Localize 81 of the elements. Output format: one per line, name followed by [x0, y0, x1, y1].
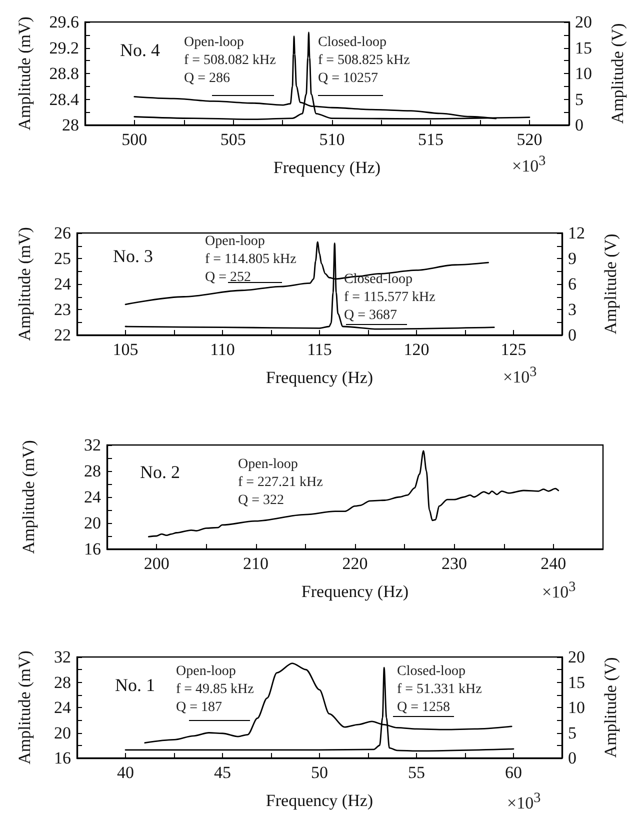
x-tick-label: 210	[243, 554, 269, 573]
text: No. 3	[113, 246, 153, 266]
text: No. 4	[120, 40, 160, 60]
x-tick-label: 220	[342, 554, 368, 573]
text: ×10$^{3}$	[507, 789, 541, 813]
x-tick-label: 60	[505, 763, 522, 782]
x-tick-label: 240	[540, 554, 566, 573]
text: ×10$^{3}$	[503, 363, 537, 387]
x-tick-label: 520	[516, 130, 542, 149]
y2-tick-label: 0	[575, 116, 584, 134]
x-tick-label: 200	[144, 554, 170, 573]
y2-tick-label: 15	[575, 38, 592, 58]
annotation: Open-loop f = 508.082 kHz Q = 286	[184, 34, 276, 88]
y2-tick-label: 6	[568, 274, 576, 294]
x-axis-title: Frequency (Hz)	[266, 791, 374, 810]
y2-tick-label: 5	[575, 90, 584, 109]
x-tick-label: 55	[408, 763, 425, 782]
y-axis-title: Amplitude (mV)	[15, 650, 34, 764]
y-axis-title: Amplitude (mV)	[15, 227, 34, 341]
y-tick-label: 23	[54, 300, 71, 319]
text: No. 1	[115, 675, 155, 695]
x-axis-title: Frequency (Hz)	[273, 158, 381, 177]
y-tick-label: 22	[54, 326, 71, 344]
y-tick-label: 20	[84, 514, 101, 532]
y-tick-label: 29.2	[49, 38, 79, 58]
annotation: Closed-loop f = 508.825 kHz Q = 10257	[318, 34, 410, 88]
y2-tick-label: 0	[568, 326, 576, 344]
y2-tick-label: 20	[568, 648, 585, 666]
x-tick-label: 515	[418, 130, 444, 149]
x-axis-title: Frequency (Hz)	[301, 582, 409, 601]
annotation: Closed-loop f = 115.577 kHz Q = 3687	[344, 271, 436, 325]
x-tick-label: 40	[117, 763, 134, 782]
y-tick-label: 16	[54, 748, 71, 768]
x-tick-label: 500	[122, 130, 148, 149]
annotation: Open-loop f = 227.21 kHz Q = 322	[238, 456, 323, 510]
annotation: Closed-loop f = 51.331 kHz Q = 1258	[397, 663, 482, 717]
y-tick-label: 26	[54, 224, 71, 242]
x-tick-label: 50	[311, 763, 328, 782]
y2-axis-title: Amplitude (V)	[601, 657, 620, 758]
text: ×10$^{3}$	[512, 152, 546, 176]
x-tick-label: 105	[112, 340, 138, 359]
y-tick-label: 32	[84, 436, 101, 454]
y2-tick-label: 5	[568, 723, 576, 742]
y-axis-title: Amplitude (mV)	[15, 16, 34, 130]
x-tick-label: 110	[210, 340, 235, 359]
y-tick-label: 28	[84, 462, 101, 480]
y2-axis-title: Amplitude (V)	[601, 234, 620, 334]
x-tick-label: 510	[319, 130, 345, 149]
y-axis-title: Amplitude (mV)	[19, 440, 38, 554]
x-tick-label: 125	[500, 340, 526, 359]
x-tick-label: 45	[214, 763, 231, 782]
y2-tick-label: 10	[568, 698, 585, 717]
y2-tick-label: 3	[568, 300, 576, 319]
x-tick-label: 505	[220, 130, 246, 149]
annotation: Open-loop f = 49.85 kHz Q = 187	[176, 663, 254, 717]
y-tick-label: 28.4	[49, 90, 80, 109]
x-tick-label: 120	[404, 340, 430, 359]
y2-tick-label: 10	[575, 64, 592, 83]
y-tick-label: 24	[54, 698, 72, 717]
y-tick-label: 28.8	[49, 64, 79, 83]
y-tick-label: 29.6	[49, 12, 79, 32]
y-tick-label: 24	[84, 488, 102, 506]
y-tick-label: 16	[84, 540, 101, 558]
y-tick-label: 28	[62, 116, 79, 134]
y-tick-label: 25	[54, 249, 71, 268]
y2-tick-label: 0	[568, 748, 576, 768]
y2-tick-label: 9	[568, 249, 576, 268]
y2-axis-title: Amplitude (V)	[608, 23, 627, 124]
annotation: Open-loop f = 114.805 kHz Q = 252	[205, 233, 296, 287]
x-axis-title: Frequency (Hz)	[266, 368, 374, 387]
y2-tick-label: 15	[568, 672, 585, 692]
text: ×10$^{3}$	[542, 578, 576, 602]
y2-tick-label: 20	[575, 12, 592, 32]
y2-tick-label: 12	[568, 224, 585, 242]
y-tick-label: 32	[54, 648, 71, 666]
y-tick-label: 24	[54, 274, 72, 294]
x-tick-label: 115	[307, 340, 332, 359]
y-tick-label: 20	[54, 723, 71, 742]
text: No. 2	[140, 462, 180, 482]
y-tick-label: 28	[54, 672, 71, 692]
x-tick-label: 230	[441, 554, 467, 573]
